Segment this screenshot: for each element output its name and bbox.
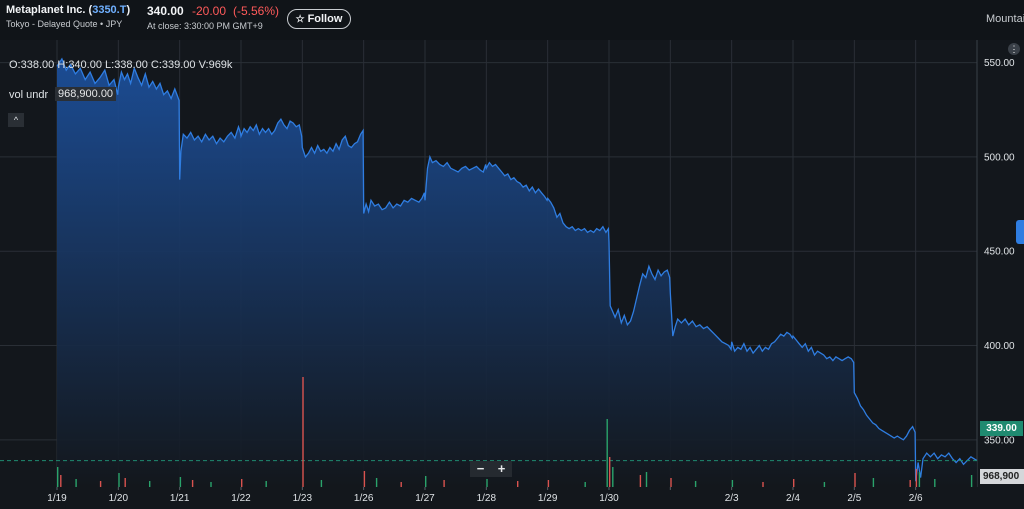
x-tick-label: 1/30 [599, 493, 619, 504]
y-tick-label: 400.00 [984, 341, 1015, 352]
x-tick-label: 2/4 [786, 493, 800, 504]
exchange-line: Tokyo - Delayed Quote • JPY [6, 19, 123, 29]
volume-bar [793, 479, 795, 487]
close-time: At close: 3:30:00 PM GMT+9 [147, 21, 263, 31]
collapse-legend-button[interactable]: ^ [8, 113, 24, 127]
x-axis: 1/19 1/20 1/21 1/22 1/23 1/26 1/27 1/28 1/29 1/30… [47, 487, 923, 504]
volume-bar [425, 476, 427, 487]
volume-bar [909, 480, 911, 487]
volume-bar [934, 479, 936, 487]
x-tick-label: 1/23 [293, 493, 313, 504]
x-tick-label: 1/27 [415, 493, 435, 504]
volume-bar [302, 377, 304, 487]
x-tick-label: 2/6 [909, 493, 923, 504]
volume-bars [57, 377, 973, 487]
volume-bar [762, 482, 764, 487]
volume-bar [179, 477, 182, 487]
ticker-link[interactable]: 3350.T [92, 4, 127, 16]
volume-bar [241, 479, 243, 487]
volume-bar [639, 475, 642, 487]
volume-bar [149, 481, 151, 487]
area-layer [0, 57, 978, 488]
volume-bar [124, 478, 126, 487]
volume-bar [970, 475, 973, 487]
y-axis: 350.00 400.00 450.00 500.00 550.00 [984, 58, 1015, 446]
price-line [56, 57, 978, 482]
volume-bar [99, 481, 102, 487]
last-price: 340.00 [147, 4, 184, 18]
volume-bar [670, 478, 672, 487]
volume-bar [265, 481, 267, 487]
company-name: Metaplanet Inc. (3350.T) [6, 4, 131, 16]
volume-bar [606, 419, 608, 487]
volume-bar [609, 457, 611, 487]
volume-bar [486, 479, 488, 487]
volume-bar [320, 480, 323, 487]
volume-bar [584, 482, 586, 487]
volume-bar [375, 478, 378, 487]
zoom-in-button[interactable]: + [491, 461, 512, 477]
volume-bar [363, 471, 366, 487]
volume-bar [60, 475, 62, 487]
follow-label: Follow [307, 13, 343, 25]
zoom-out-button[interactable]: − [470, 461, 491, 477]
volume-bar [75, 479, 77, 487]
x-tick-label: 2/3 [725, 493, 739, 504]
volume-bar [57, 467, 59, 487]
volume-bar [918, 472, 921, 487]
volume-bar [612, 467, 614, 487]
volume-bar [443, 480, 445, 487]
x-tick-label: 1/21 [170, 493, 190, 504]
follow-button[interactable]: ☆ Follow [287, 9, 351, 29]
price-change-percent: (-5.56%) [233, 4, 280, 18]
chart-type-selector[interactable]: Mountain [986, 13, 1024, 25]
x-tick-label: 1/29 [538, 493, 558, 504]
zoom-controls: − + [470, 461, 512, 477]
x-tick-label: 2/5 [847, 493, 861, 504]
y-tick-label: 500.00 [984, 152, 1015, 163]
x-tick-label: 1/20 [109, 493, 129, 504]
y-axis-scroll-handle[interactable] [1016, 220, 1024, 244]
volume-bar [731, 480, 734, 487]
volume-bar [854, 473, 856, 487]
volume-bar [823, 482, 826, 487]
ohlc-readout: O:338.00 H:340.00 L:338.00 C:339.00 V:96… [9, 59, 233, 71]
price-change: -20.00 [192, 4, 227, 18]
volume-value: 968,900.00 [55, 87, 117, 101]
current-volume-tag: 968,900 [980, 469, 1024, 484]
quote-header: Metaplanet Inc. (3350.T) Tokyo - Delayed… [0, 0, 1024, 40]
current-price-tag: 339.00 [980, 421, 1023, 436]
x-tick-label: 1/19 [47, 493, 67, 504]
price-area-fill [57, 58, 977, 488]
volume-bar [118, 473, 120, 487]
x-tick-label: 1/26 [354, 493, 374, 504]
volume-bar [547, 480, 550, 487]
volume-bar [694, 481, 697, 487]
volume-bar [872, 478, 875, 487]
star-icon: ☆ [295, 13, 305, 25]
y-tick-label: 550.00 [984, 58, 1015, 69]
y-tick-label: 350.00 [984, 435, 1015, 446]
x-tick-label: 1/28 [477, 493, 497, 504]
x-tick-label: 1/22 [231, 493, 251, 504]
volume-bar [517, 481, 519, 487]
volume-bar [210, 482, 212, 487]
volume-label: vol undr [9, 89, 49, 101]
y-tick-label: 450.00 [984, 247, 1015, 258]
volume-bar [645, 472, 648, 487]
chart-menu-icon[interactable]: ⋮ [1008, 43, 1020, 55]
volume-bar [915, 469, 918, 487]
volume-bar [400, 482, 402, 487]
volume-bar [191, 480, 194, 487]
